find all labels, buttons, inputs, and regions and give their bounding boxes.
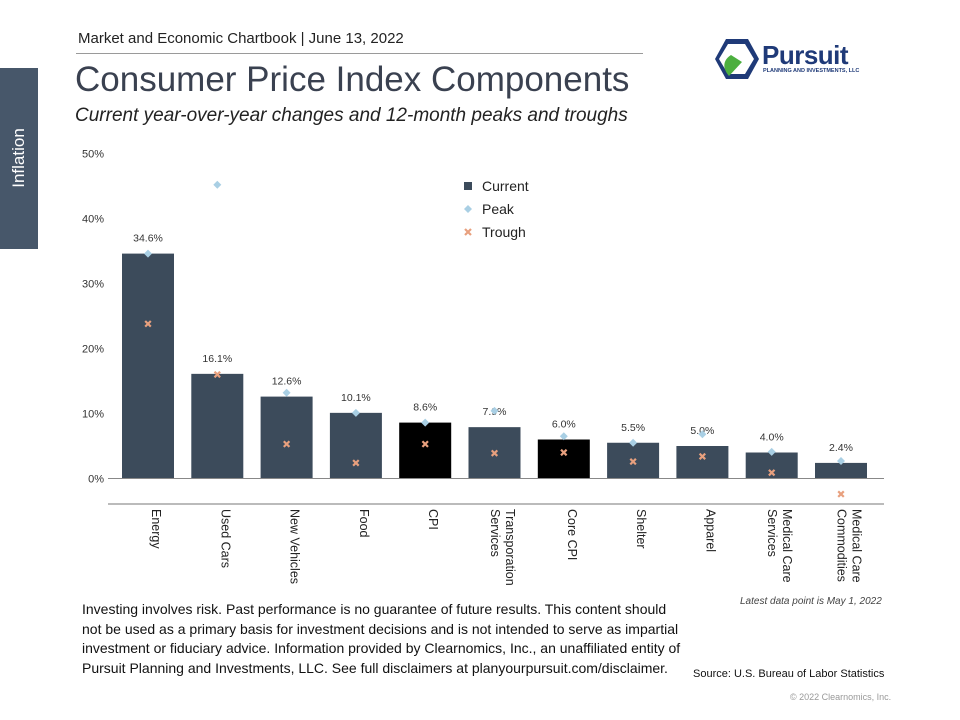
- trough-marker: [837, 490, 845, 498]
- source-note: Source: U.S. Bureau of Labor Statistics: [693, 668, 885, 680]
- category-label: Medical Care: [850, 509, 864, 583]
- trough-marker: [283, 440, 291, 448]
- bar: [815, 462, 867, 479]
- page-subtitle: Current year-over-year changes and 12-mo…: [75, 105, 628, 126]
- header-divider: [76, 53, 643, 54]
- category-label: Food: [357, 509, 371, 538]
- trough-marker: [490, 449, 499, 457]
- logo-hexagon-icon: [715, 39, 759, 79]
- bar: [260, 396, 313, 479]
- trough-marker: [768, 469, 776, 477]
- bar: [745, 452, 798, 479]
- peak-marker: [629, 438, 638, 447]
- bar-value-label: 5.5%: [621, 422, 645, 434]
- logo-tagline: PLANNING AND INVESTMENTS, LLC: [763, 68, 860, 74]
- peak-marker: [282, 388, 291, 397]
- chartbook-header: Market and Economic Chartbook | June 13,…: [78, 30, 404, 47]
- y-tick-label: 20%: [82, 344, 104, 356]
- bar-value-label: 34.6%: [133, 233, 163, 245]
- bar: [537, 439, 590, 479]
- peak-marker: [698, 430, 707, 439]
- bar-value-label: 10.1%: [341, 392, 371, 404]
- latest-data-note: Latest data point is May 1, 2022: [740, 596, 882, 607]
- trough-marker: [144, 320, 152, 328]
- side-tab: Inflation: [0, 68, 38, 249]
- legend-label: Trough: [482, 224, 526, 240]
- page-title: Consumer Price Index Components: [75, 60, 630, 99]
- bar-value-label: 12.6%: [272, 376, 302, 388]
- category-label: Shelter: [634, 509, 648, 549]
- legend-trough-swatch: [464, 228, 472, 236]
- peak-marker: [490, 406, 499, 415]
- brand-logo: Pursuit PLANNING AND INVESTMENTS, LLC: [714, 38, 874, 82]
- bar: [399, 422, 452, 479]
- legend-label: Current: [482, 178, 529, 194]
- bar-value-label: 4.0%: [760, 432, 784, 444]
- trough-marker: [421, 440, 429, 448]
- y-tick-label: 30%: [82, 279, 104, 291]
- trough-marker: [213, 370, 221, 379]
- legend-peak-swatch: [464, 205, 472, 213]
- bar-value-label: 6.0%: [552, 419, 576, 431]
- y-tick-label: 50%: [82, 149, 104, 161]
- category-label: New Vehicles: [288, 509, 302, 584]
- disclaimer-text: Investing involves risk. Past performanc…: [82, 601, 681, 676]
- category-label: Core CPI: [565, 509, 579, 560]
- y-tick-label: 40%: [82, 214, 104, 226]
- category-label: Transporation: [503, 509, 517, 586]
- legend-current-swatch: [464, 182, 472, 190]
- bar-value-label: 16.1%: [202, 353, 232, 365]
- peak-marker: [421, 418, 430, 427]
- category-label: CPI: [426, 509, 440, 530]
- category-label: Apparel: [703, 509, 717, 552]
- category-label: Medical Care: [780, 509, 794, 583]
- bar: [329, 412, 382, 479]
- trough-marker: [560, 448, 568, 457]
- peak-marker: [144, 249, 152, 258]
- category-label: Services: [488, 509, 502, 557]
- bar: [122, 253, 174, 479]
- trough-marker: [629, 458, 637, 466]
- y-tick-label: 0%: [88, 474, 104, 486]
- trough-marker: [352, 459, 360, 467]
- y-tick-label: 10%: [82, 409, 104, 421]
- bar: [676, 446, 729, 479]
- bar-value-label: 8.6%: [413, 402, 437, 414]
- peak-marker: [351, 408, 360, 417]
- peak-marker: [767, 447, 776, 456]
- bar-value-label: 2.4%: [829, 442, 853, 454]
- category-label: Used Cars: [218, 509, 232, 568]
- copyright-note: © 2022 Clearnomics, Inc.: [790, 692, 892, 702]
- logo-name: Pursuit: [762, 40, 849, 70]
- peak-marker: [559, 432, 568, 441]
- trough-marker: [698, 452, 706, 460]
- peak-marker: [837, 456, 845, 465]
- bar: [191, 373, 244, 479]
- category-label: Services: [765, 509, 779, 557]
- peak-marker: [213, 180, 222, 189]
- legend-label: Peak: [482, 201, 515, 217]
- category-label: Commodities: [835, 509, 849, 582]
- category-label: Energy: [149, 509, 163, 549]
